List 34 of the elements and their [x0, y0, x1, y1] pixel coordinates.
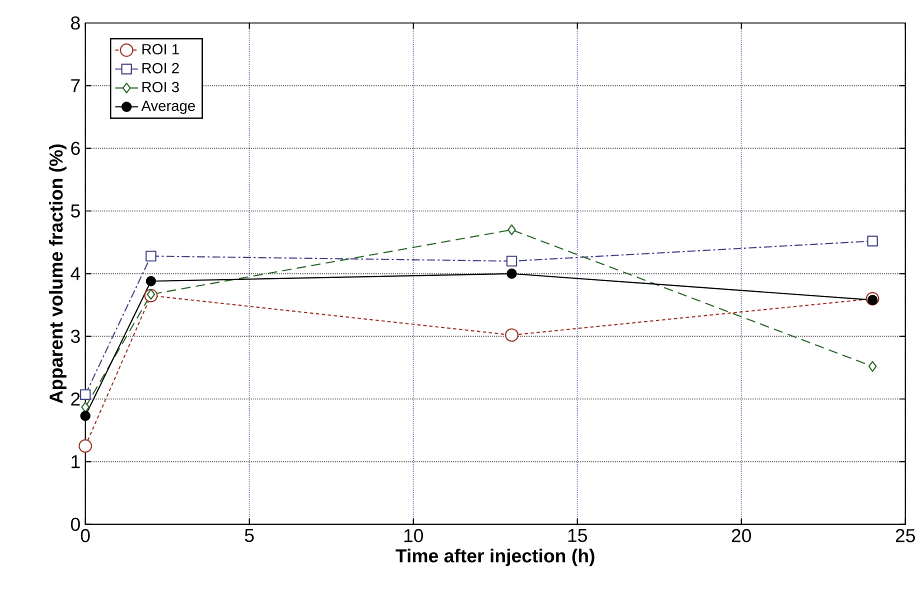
- point: [146, 276, 156, 286]
- point: [506, 268, 517, 279]
- y-tick-label: 1: [72, 455, 80, 468]
- point: [78, 439, 92, 453]
- point: [508, 224, 516, 236]
- point: [80, 410, 90, 422]
- y-tick-label: 5: [71, 204, 80, 218]
- y-tick-label: 7: [71, 79, 80, 92]
- legend-label: ROI 3: [142, 82, 179, 92]
- x-tick-label: 10: [404, 529, 423, 542]
- legend-label: ROI 1: [142, 44, 179, 54]
- y-tick-label: 3: [70, 330, 80, 343]
- point: [505, 328, 518, 342]
- point: [146, 288, 156, 300]
- point: [868, 361, 877, 372]
- x-tick-label: 0: [80, 529, 90, 542]
- point: [506, 256, 518, 267]
- point: [80, 389, 91, 400]
- legend-label: Average: [141, 100, 195, 114]
- legend-label: ROI 2: [142, 62, 179, 74]
- x-axis-title: Time after injection (h): [396, 548, 594, 566]
- y-tick-label: 8: [71, 16, 80, 30]
- y-tick-label: 4: [70, 267, 80, 280]
- y-axis-title: Apparent volume fraction (%): [49, 144, 66, 404]
- y-tick-label: 2: [71, 392, 80, 406]
- point: [146, 250, 156, 262]
- x-tick-label: 20: [732, 529, 751, 542]
- x-tick-label: 15: [568, 529, 587, 542]
- x-tick-label: 5: [244, 529, 254, 542]
- y-tick-label: 6: [71, 142, 80, 155]
- x-tick-label: 25: [896, 529, 915, 542]
- point: [867, 236, 878, 246]
- point: [867, 294, 878, 306]
- y-tick-label: 0: [70, 518, 80, 531]
